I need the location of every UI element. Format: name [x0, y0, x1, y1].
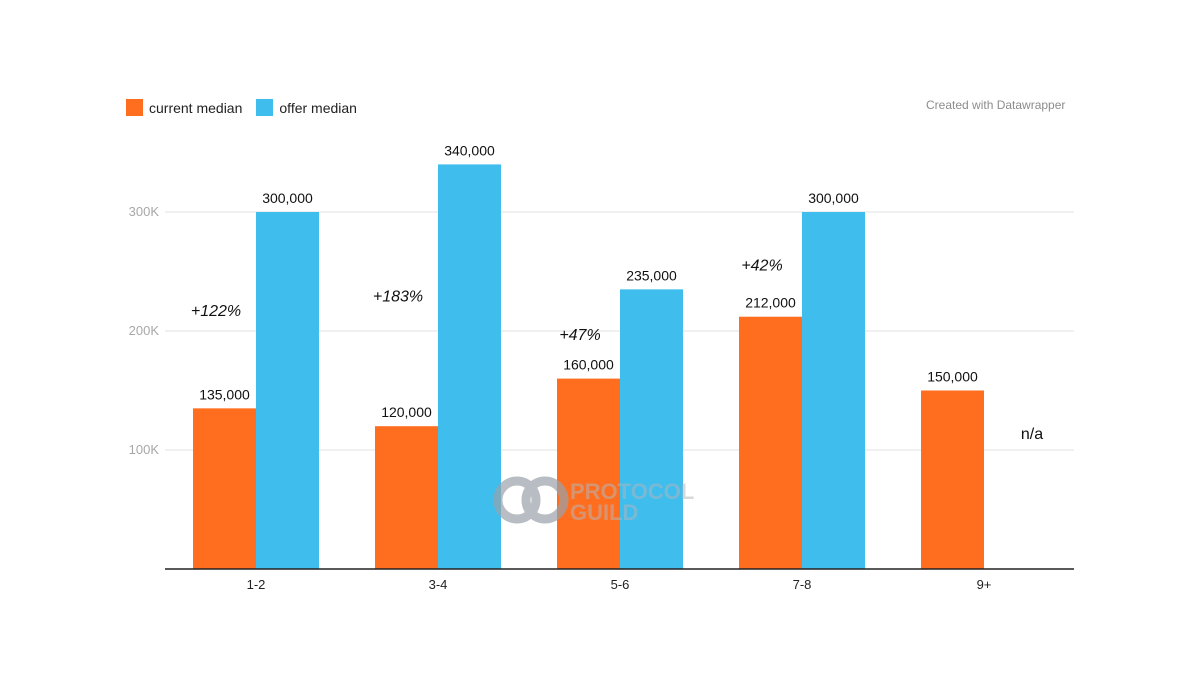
y-tick-label-0: 100K: [129, 442, 160, 457]
value-label-current-9+: 150,000: [927, 369, 978, 385]
legend-swatch-current: [126, 99, 143, 116]
bar-offer-3-4: [438, 164, 501, 569]
bar-current-9+: [921, 390, 984, 569]
watermark-text-1: PROTOCOL: [570, 479, 694, 504]
watermark-p-icon: [493, 476, 541, 524]
legend-item-offer: offer median: [256, 99, 357, 116]
x-tick-label-3-4: 3-4: [429, 577, 448, 592]
pct-annotation-1-2: +122%: [191, 303, 241, 320]
legend-item-current: current median: [126, 99, 242, 116]
na-label: n/a: [1021, 426, 1043, 443]
watermark-text-2: GUILD: [570, 500, 638, 525]
y-tick-label-1: 200K: [129, 323, 160, 338]
value-label-current-3-4: 120,000: [381, 404, 432, 420]
bar-current-3-4: [375, 426, 438, 569]
value-label-current-1-2: 135,000: [199, 386, 250, 402]
credit-text: Created with Datawrapper: [926, 98, 1066, 112]
watermark-g-icon: [521, 476, 569, 524]
value-label-offer-5-6: 235,000: [626, 267, 677, 283]
bar-offer-1-2: [256, 212, 319, 569]
bar-current-1-2: [193, 408, 256, 569]
x-tick-label-5-6: 5-6: [611, 577, 630, 592]
value-label-offer-1-2: 300,000: [262, 190, 313, 206]
x-tick-label-9+: 9+: [977, 577, 992, 592]
value-label-offer-7-8: 300,000: [808, 190, 859, 206]
pct-annotation-5-6: +47%: [559, 327, 600, 344]
x-tick-label-7-8: 7-8: [793, 577, 812, 592]
value-label-current-7-8: 212,000: [745, 295, 796, 311]
legend-swatch-offer: [256, 99, 274, 116]
legend: current median offer median: [126, 99, 357, 116]
value-label-current-5-6: 160,000: [563, 357, 614, 373]
pct-annotation-3-4: +183%: [373, 288, 423, 305]
x-tick-label-1-2: 1-2: [247, 577, 266, 592]
bar-current-5-6: [557, 378, 620, 569]
y-tick-label-2: 300K: [129, 204, 160, 219]
value-label-offer-3-4: 340,000: [444, 142, 495, 158]
bar-current-7-8: [739, 316, 802, 569]
legend-label-offer: offer median: [279, 99, 357, 116]
legend-label-current: current median: [149, 99, 243, 116]
pct-annotation-7-8: +42%: [741, 257, 782, 274]
bar-offer-7-8: [802, 212, 865, 569]
bar-offer-5-6: [620, 289, 683, 569]
